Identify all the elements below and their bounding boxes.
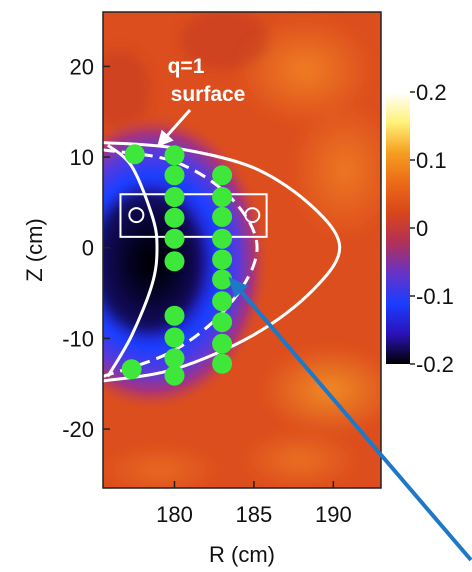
channel-dot-21 (121, 359, 142, 380)
channel-dot-2 (164, 165, 185, 186)
heatmap-field (103, 12, 381, 488)
channel-markers (121, 144, 233, 386)
channel-dot-9 (164, 348, 185, 369)
channel-dot-3 (164, 187, 185, 207)
x-axis-ticks: 180 185 190 (156, 481, 352, 527)
pointer-arrow-shaft (239, 290, 472, 562)
colorbar-tick-label-0: 0.2 (416, 80, 447, 105)
y-tick-label-10: 10 (70, 145, 94, 170)
outer-boundary-curve (103, 141, 342, 383)
channel-dot-11 (212, 165, 233, 186)
inner-boundary-curve (106, 144, 159, 378)
channel-dot-16 (212, 269, 233, 290)
colorbar-tick-label-4: -0.2 (416, 352, 454, 377)
channel-dot-19 (212, 333, 233, 354)
annotation-line-2: surface (171, 83, 246, 106)
diagnostic-box (119, 193, 268, 238)
y-axis-ticks: 20 10 0 -10 -20 (62, 54, 110, 442)
annotation-arrow-shaft (166, 109, 192, 137)
channel-dot-15 (212, 249, 233, 270)
pointer-arrow (228, 276, 472, 562)
y-tick-label-0: 0 (82, 236, 94, 261)
channel-dot-1 (164, 145, 185, 166)
colorbar-tick-label-2: 0 (416, 216, 428, 241)
channel-dot-0 (124, 144, 145, 165)
x-axis-label: R (cm) (209, 542, 275, 567)
box-marker-right (244, 207, 261, 224)
y-axis-label: Z (cm) (22, 218, 47, 282)
x-tick-label-180: 180 (156, 502, 193, 527)
channel-dot-7 (164, 305, 185, 326)
box-marker-left (128, 207, 145, 224)
pointer-arrow-head (228, 276, 249, 298)
channel-dot-8 (164, 327, 185, 348)
y-tick-label--10: -10 (62, 326, 94, 351)
heatmap-texture (103, 12, 381, 488)
channel-dot-18 (212, 312, 233, 333)
plot-frame (102, 11, 382, 489)
channel-dot-6 (164, 251, 185, 272)
channel-dot-4 (164, 207, 185, 228)
colorbar-scale (386, 92, 410, 364)
colorbar-tick-label-3: -0.1 (416, 284, 454, 309)
overlays (103, 141, 342, 386)
core-minimum (103, 192, 203, 332)
q1-annotation: q=1 surface (157, 55, 246, 148)
channel-dot-17 (212, 291, 233, 312)
y-tick-label-20: 20 (70, 54, 94, 79)
channel-dot-20 (212, 353, 233, 374)
colorbar: 0.2 0.1 0 -0.1 -0.2 (386, 80, 454, 377)
channel-dot-14 (212, 228, 233, 249)
channel-dot-12 (212, 187, 233, 207)
y-tick-label--20: -20 (62, 417, 94, 442)
annotation-line-1: q=1 (168, 55, 205, 78)
x-tick-label-190: 190 (315, 502, 352, 527)
channel-dot-5 (164, 228, 185, 249)
colorbar-ticks: 0.2 0.1 0 -0.1 -0.2 (410, 80, 454, 377)
channel-dot-13 (212, 206, 233, 227)
annotation-arrow-head (157, 129, 174, 148)
x-tick-label-185: 185 (236, 502, 273, 527)
channel-dot-10 (164, 365, 185, 386)
colorbar-tick-label-1: 0.1 (416, 148, 447, 173)
